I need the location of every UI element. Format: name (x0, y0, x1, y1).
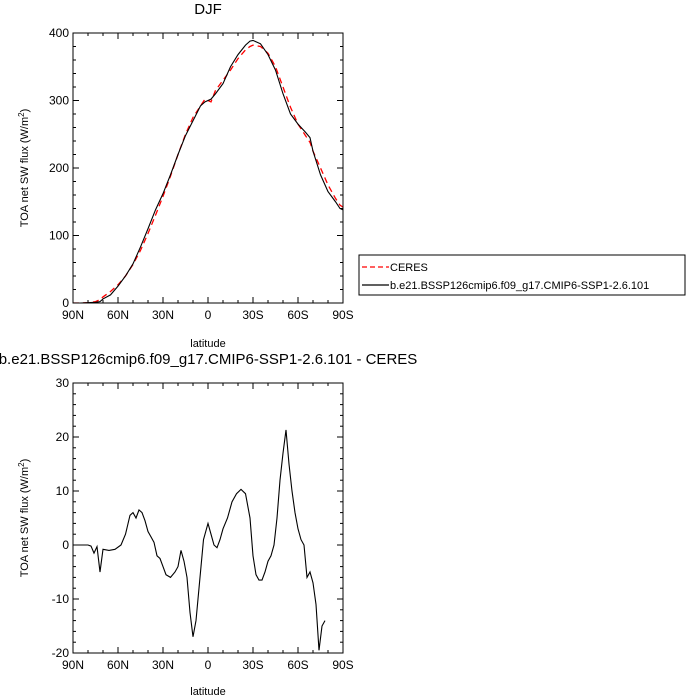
x-axis-label: latitude (190, 686, 225, 698)
chart-title: b.e21.BSSP126cmip6.f09_g17.CMIP6-SSP1-2.… (0, 351, 417, 368)
y-axis-label-close: ) (19, 109, 31, 113)
y-axis-label-close: ) (19, 459, 31, 463)
y-tick-label: 100 (49, 229, 69, 243)
y-tick-label: 300 (49, 94, 69, 108)
bottom-panel: 90N 60N 30N 0 30S 60S 90S -20 -10 0 10 20 30 b.e21.BS… (0, 351, 417, 698)
y-tick-label: 0 (62, 296, 69, 310)
legend-label-0: CERES (390, 262, 428, 274)
legend-box (358, 254, 686, 296)
x-tick-label: 60S (287, 658, 308, 672)
y-tick-label: -10 (52, 592, 70, 606)
chart-title: DJF (194, 1, 222, 18)
x-tick-label: 0 (205, 308, 212, 322)
y-tick-label: 200 (49, 161, 69, 175)
plot-frame (72, 382, 344, 654)
plot-frame (72, 32, 344, 304)
x-tick-label: 30N (152, 308, 174, 322)
x-tick-label: 30N (152, 658, 174, 672)
y-tick-label: -20 (52, 646, 70, 660)
y-tick-label: 10 (56, 484, 70, 498)
y-axis-label-sup: 2 (17, 462, 26, 467)
x-tick-label: 60S (287, 308, 308, 322)
series-line-0 (73, 429, 326, 651)
x-tick-label: 30S (242, 308, 263, 322)
x-axis-label: latitude (190, 338, 225, 350)
x-tick-label: 0 (205, 658, 212, 672)
x-tick-label: 90S (332, 308, 353, 322)
legend: CERES b.e21.BSSP126cmip6.f09_g17.CMIP6-SS… (358, 254, 686, 296)
y-axis-label: TOA net SW flux (W/m2) (17, 109, 31, 228)
legend-label-1: b.e21.BSSP126cmip6.f09_g17.CMIP6-SSP1-2.… (390, 280, 649, 292)
y-tick-label: 30 (56, 376, 70, 390)
y-axis-label-sup: 2 (17, 112, 26, 117)
y-tick-label: 20 (56, 430, 70, 444)
x-tick-label: 60N (107, 308, 129, 322)
series-line-1 (73, 39, 343, 303)
x-tick-label: 60N (107, 658, 129, 672)
top-panel: 90N 60N 30N 0 30S 60S 90S 0 100 200 300 400 DJF latit… (17, 1, 686, 350)
x-tick-label: 90S (332, 658, 353, 672)
y-tick-label: 400 (49, 26, 69, 40)
y-axis-label: TOA net SW flux (W/m2) (17, 459, 31, 578)
y-tick-label: 0 (62, 538, 69, 552)
y-axis-label-main: TOA net SW flux (W/m (19, 117, 31, 227)
x-tick-label: 30S (242, 658, 263, 672)
x-tick-label: 90N (62, 658, 84, 672)
series-line-0 (73, 44, 343, 303)
y-axis-label-main: TOA net SW flux (W/m (19, 467, 31, 577)
x-tick-label: 90N (62, 308, 84, 322)
